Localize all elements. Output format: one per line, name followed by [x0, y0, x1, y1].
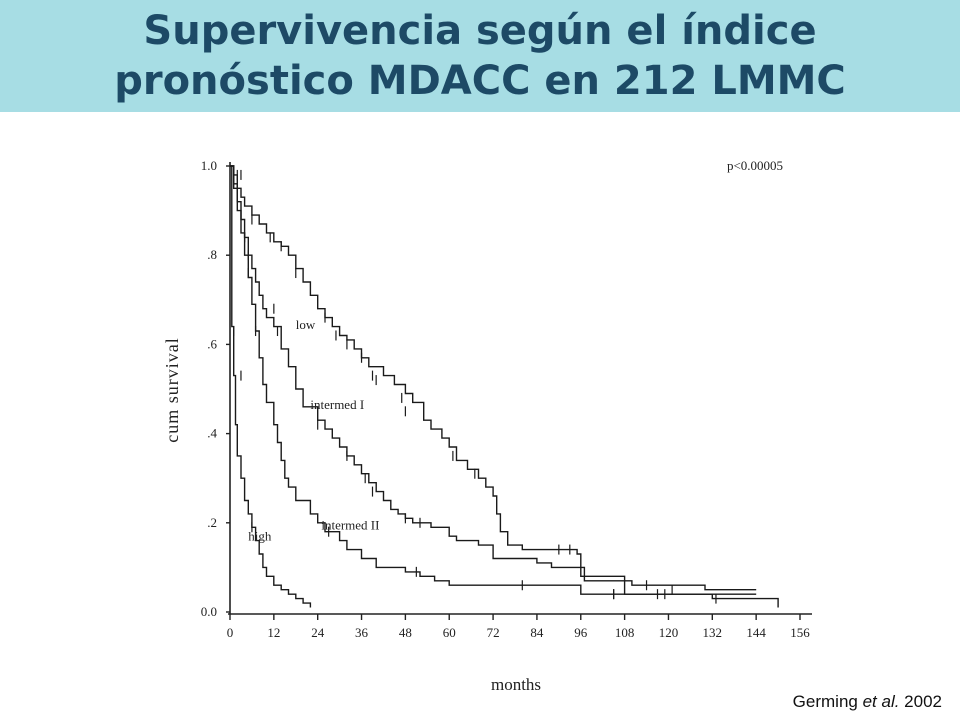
title-band — [0, 0, 960, 112]
y-tick-label-1: .8 — [207, 247, 217, 262]
x-tick-label-0: 0 — [227, 625, 234, 640]
x-tick-label-12: 144 — [746, 625, 766, 640]
x-tick-label-2: 24 — [311, 625, 325, 640]
slide-title-line-2: pronóstico MDACC en 212 LMMC — [114, 58, 846, 104]
survival-curve-low — [230, 165, 757, 591]
y-tick-label-3: .4 — [207, 426, 217, 441]
slide-title-line-1: Supervivencia según el índice — [143, 8, 817, 54]
x-tick-label-4: 48 — [399, 625, 412, 640]
x-axis-label: months — [491, 675, 541, 694]
x-tick-label-11: 132 — [703, 625, 723, 640]
p-value-annotation: p<0.00005 — [727, 158, 783, 173]
slide-title: Supervivencia según el índice pronóstico… — [0, 6, 960, 106]
series-label-high: high — [248, 529, 272, 544]
series-label-intermed-i: intermed I — [310, 397, 364, 412]
survival-curve-intermed-ii — [230, 165, 779, 608]
series-label-low: low — [296, 317, 316, 332]
survival-curve-high — [230, 165, 312, 608]
x-tick-label-13: 156 — [790, 625, 810, 640]
citation: Germing et al. 2002 — [793, 692, 942, 712]
x-tick-label-3: 36 — [355, 625, 369, 640]
citation-year: 2002 — [899, 692, 942, 711]
x-tick-label-8: 96 — [574, 625, 588, 640]
x-tick-label-9: 108 — [615, 625, 635, 640]
y-tick-label-4: .2 — [207, 515, 217, 530]
y-axis-label: cum survival — [162, 337, 182, 442]
citation-author: Germing — [792, 692, 863, 711]
x-tick-label-7: 84 — [530, 625, 544, 640]
survival-curve-intermed-i — [230, 165, 757, 595]
x-tick-label-1: 12 — [267, 625, 280, 640]
x-tick-label-5: 60 — [443, 625, 456, 640]
y-tick-label-2: .6 — [207, 336, 217, 351]
x-tick-label-6: 72 — [487, 625, 500, 640]
y-tick-label-0: 1.0 — [201, 158, 217, 173]
series-label-intermed-ii: intermed II — [321, 517, 379, 532]
x-tick-label-10: 120 — [659, 625, 679, 640]
y-tick-label-5: 0.0 — [201, 604, 217, 619]
citation-et-al: et al. — [862, 692, 900, 711]
